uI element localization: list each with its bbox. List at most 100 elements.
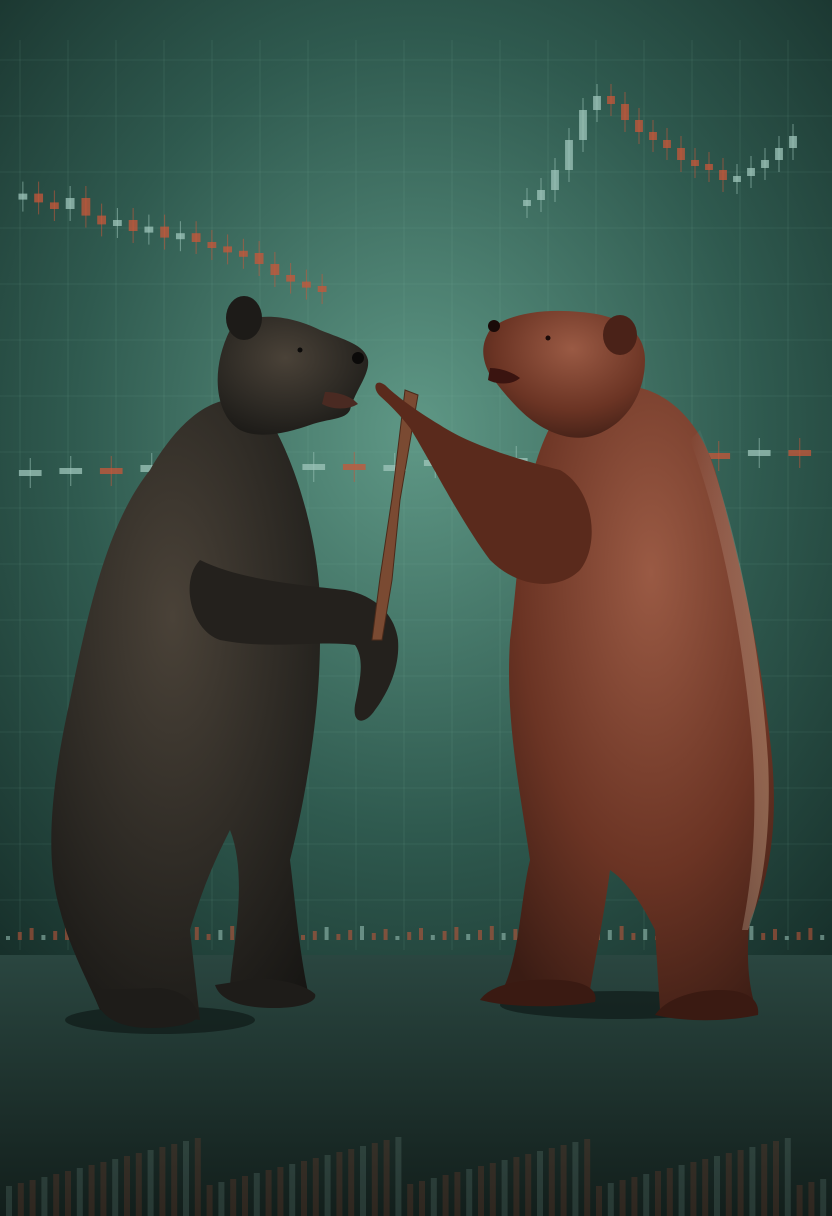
ticker-bar xyxy=(749,926,754,940)
candle-body xyxy=(34,193,44,203)
candle-body xyxy=(383,465,407,471)
ticker-bar xyxy=(784,936,789,940)
candle-body xyxy=(223,246,233,253)
candle-body xyxy=(59,468,83,474)
ticker-bar xyxy=(336,934,341,940)
reflection-bar xyxy=(206,1185,213,1216)
reflection-bar xyxy=(147,1150,154,1216)
reflection-bar xyxy=(501,1160,508,1216)
dark-bear-arm xyxy=(189,560,399,721)
ticker-bar xyxy=(773,929,777,940)
candle-body xyxy=(719,170,727,180)
reflection-bar xyxy=(560,1145,567,1216)
reflection-bar xyxy=(6,1186,12,1216)
reflection-bar xyxy=(737,1150,744,1216)
candle-body xyxy=(789,136,797,148)
reflection-bar xyxy=(584,1139,591,1216)
candle-body xyxy=(302,464,326,470)
candle-body xyxy=(18,193,28,200)
reflection-bar xyxy=(714,1156,720,1216)
reflection-bar xyxy=(466,1169,473,1216)
reflection-bar xyxy=(65,1171,71,1216)
candle-body xyxy=(97,215,107,225)
reflection-bar xyxy=(655,1171,661,1216)
candle-body xyxy=(607,96,615,104)
dark-bear-mouth xyxy=(322,392,358,409)
reflection-bar xyxy=(242,1176,248,1216)
reflection-bar xyxy=(725,1153,732,1216)
reflection-bar xyxy=(301,1161,307,1216)
candle-body xyxy=(160,226,170,238)
reflection-bar xyxy=(478,1166,484,1216)
reflection-bar xyxy=(194,1138,201,1216)
ticker-bar xyxy=(324,927,329,940)
candle-body xyxy=(342,464,366,470)
reflection-bar xyxy=(265,1170,272,1216)
ticker-bar xyxy=(489,926,494,940)
ticker-bar xyxy=(29,928,34,940)
brown-bear-paws xyxy=(480,979,759,1021)
ticker-bar xyxy=(631,933,636,940)
candle-body xyxy=(270,264,280,275)
candle-body xyxy=(128,220,138,231)
reflection-bar xyxy=(572,1142,579,1216)
brown-bear xyxy=(375,310,774,1021)
ticker-bar xyxy=(194,927,199,940)
candle-body xyxy=(144,226,154,233)
candle-body xyxy=(761,160,769,168)
candle-body xyxy=(747,168,755,176)
reflection-bar xyxy=(76,1168,83,1216)
reflection-bar xyxy=(324,1155,331,1216)
ticker-bar xyxy=(442,931,447,940)
reflection-bar xyxy=(784,1138,791,1216)
ticker-bar xyxy=(65,927,69,940)
reflection-bar xyxy=(489,1163,496,1216)
candle-body xyxy=(523,200,531,206)
reflection-bar xyxy=(407,1184,414,1216)
ticker-bar xyxy=(301,935,305,940)
reflection-bar xyxy=(183,1141,189,1216)
reflection-bar xyxy=(253,1173,260,1216)
ticker-bar xyxy=(619,926,624,940)
reflection-bar xyxy=(277,1167,284,1216)
candle-body xyxy=(65,198,75,209)
candle-body xyxy=(733,176,741,182)
ticker-bar xyxy=(501,933,506,940)
reflection-bar xyxy=(796,1185,803,1216)
candle-body xyxy=(191,233,201,242)
dark-bear xyxy=(51,296,399,1034)
candle-body xyxy=(775,148,783,160)
reflection-bar xyxy=(513,1157,520,1216)
candle-body xyxy=(537,190,545,200)
candle-body xyxy=(677,148,685,160)
brown-bear-nose xyxy=(488,320,500,332)
candle-body xyxy=(747,450,771,456)
ticker-bar xyxy=(466,934,471,940)
reflection-bar xyxy=(690,1162,697,1216)
ticker-bar xyxy=(761,933,766,940)
dark-bear-nose xyxy=(352,352,364,364)
reflection-bar xyxy=(808,1182,815,1216)
candle-body xyxy=(663,140,671,148)
reflection-bar xyxy=(773,1141,779,1216)
candle-body xyxy=(49,202,59,209)
candle-body xyxy=(565,140,573,170)
ticker-bar xyxy=(607,930,612,940)
ticker-bar xyxy=(383,929,388,940)
reflection-bar xyxy=(112,1159,119,1216)
brown-bear-ear xyxy=(603,315,637,355)
reflection-bar xyxy=(41,1177,48,1216)
reflection-bar xyxy=(230,1179,237,1216)
reflection-bar xyxy=(348,1149,355,1216)
candle-body xyxy=(254,253,264,264)
reflection-bar xyxy=(419,1181,425,1216)
reflection-bar xyxy=(607,1183,614,1216)
ticker-bar xyxy=(206,934,211,940)
candle-body xyxy=(788,450,812,456)
ticker-bar xyxy=(820,935,825,940)
reflection-bar xyxy=(124,1156,130,1216)
candle-body xyxy=(635,120,643,132)
candle-body xyxy=(81,198,91,216)
reflection-bar xyxy=(53,1174,60,1216)
